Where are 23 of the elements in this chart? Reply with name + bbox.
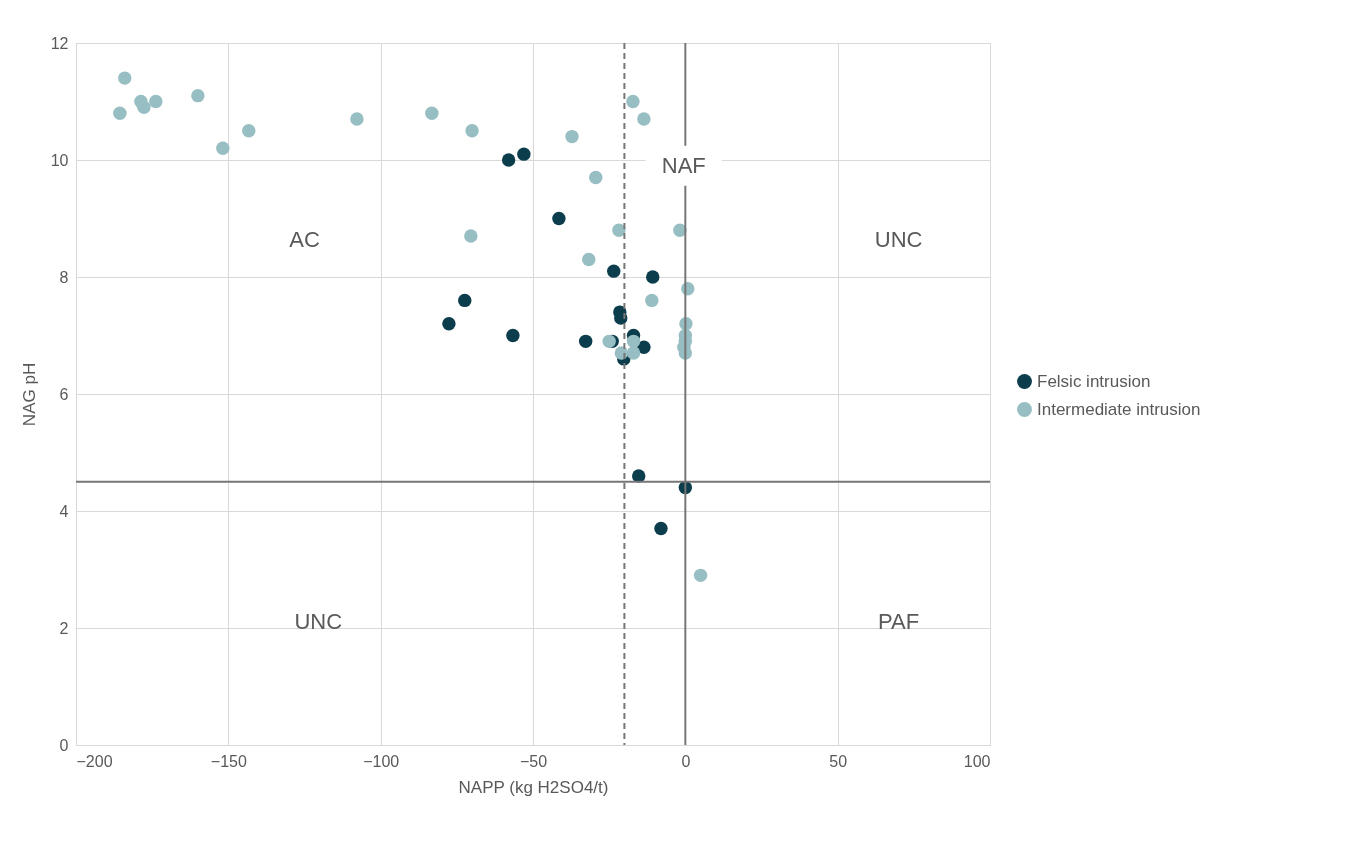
y-tick-label: 0 [59, 736, 69, 754]
x-tick-label: −100 [363, 752, 400, 770]
x-tick-label: 0 [681, 752, 691, 770]
y-axis-title: NAG pH [19, 362, 39, 427]
x-tick-label: 50 [829, 752, 848, 770]
y-tick-label: 2 [59, 619, 69, 637]
legend-label: Intermediate intrusion [1037, 399, 1201, 419]
x-tick-label: 100 [963, 752, 991, 770]
y-tick-label: 4 [59, 502, 69, 520]
annotation: NAF [661, 152, 706, 178]
y-tick-label: 10 [50, 151, 69, 169]
y-tick-label: 12 [50, 34, 69, 52]
x-tick-label: −150 [210, 752, 247, 770]
annotation: PAF [878, 609, 920, 635]
legend-label: Felsic intrusion [1037, 371, 1151, 391]
annotation: UNC [874, 226, 923, 252]
x-tick-label: −50 [519, 752, 548, 770]
annotation: UNC [294, 609, 343, 635]
y-tick-label: 8 [59, 268, 69, 286]
annotation: AC [289, 226, 320, 252]
x-axis-title: NAPP (kg H2SO4/t) [458, 777, 609, 797]
x-tick-label: −200 [76, 752, 113, 770]
y-tick-label: 6 [59, 385, 69, 403]
